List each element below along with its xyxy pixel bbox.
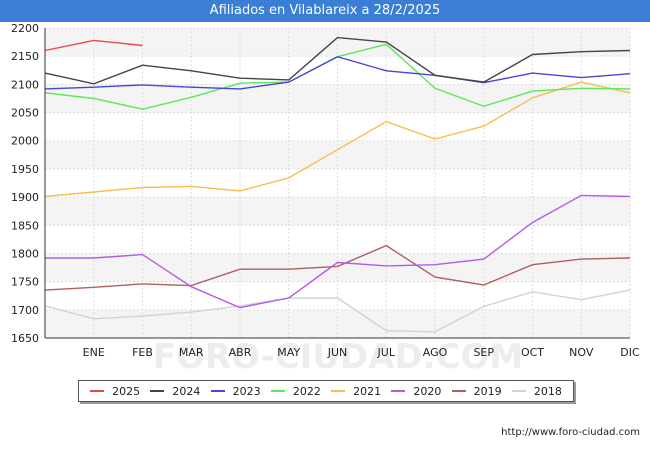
legend-item-2023: 2023 xyxy=(210,384,261,398)
y-tick-label: 2100 xyxy=(11,78,39,91)
x-tick-labels: ENE FEB MAR ABR MAY JUN JUL AGO SEP OCT NOV DIC xyxy=(83,346,640,359)
x-tick-label: MAR xyxy=(179,346,204,359)
x-tick-label: MAY xyxy=(277,346,300,359)
legend-item-2025: 2025 xyxy=(90,385,140,398)
legend-item-2024: 2024 xyxy=(150,385,200,398)
legend-label: 2023 xyxy=(232,384,261,398)
series-line-2025 xyxy=(44,39,143,52)
legend-swatch xyxy=(331,390,346,392)
y-tick-label: 1750 xyxy=(11,276,39,289)
legend-swatch xyxy=(150,390,165,392)
legend-item-2021: 2021 xyxy=(331,385,381,398)
legend-item-2018: 2018 xyxy=(511,384,562,398)
y-tick-labels: 1650 1700 1750 1800 1850 1900 1950 2000 2050 2100… xyxy=(11,22,39,345)
watermark: FORO-CIUDAD.COM xyxy=(153,337,524,377)
y-tick-label: 1900 xyxy=(11,191,39,204)
legend-swatch xyxy=(210,390,225,392)
y-tick-label: 1800 xyxy=(11,247,39,260)
y-tick-label: 2150 xyxy=(11,50,39,63)
legend-item-2022: 2022 xyxy=(270,384,321,398)
y-tick-label: 1700 xyxy=(11,304,39,317)
y-tick-label: 1650 xyxy=(11,332,39,345)
x-tick-label: FEB xyxy=(132,346,153,359)
y-tick-label: 2000 xyxy=(11,135,39,148)
series-line-2018 xyxy=(44,289,631,333)
x-tick-label: DIC xyxy=(620,346,640,359)
legend-label: 2025 xyxy=(112,384,141,398)
source-url: http://www.foro-ciudad.com xyxy=(501,427,640,438)
series-line-2024 xyxy=(44,36,631,85)
legend-swatch xyxy=(391,390,406,392)
x-tick-label: AGO xyxy=(423,346,448,359)
series-line-2020 xyxy=(45,194,631,309)
y-tick-label: 2050 xyxy=(11,107,39,120)
x-tick-label: SEP xyxy=(473,346,494,359)
series-line-2023 xyxy=(44,55,631,90)
legend-swatch xyxy=(270,390,285,392)
legend-label: 2020 xyxy=(413,384,442,398)
x-tick-label: OCT xyxy=(521,346,544,359)
y-tick-label: 1950 xyxy=(11,163,39,176)
y-tick-label: 1850 xyxy=(11,219,39,232)
x-tick-label: ABR xyxy=(229,346,252,359)
series-line-2019 xyxy=(44,244,631,291)
legend-item-2019: 2019 xyxy=(451,384,502,398)
legend-label: 2021 xyxy=(353,384,382,398)
series-line-2021 xyxy=(44,81,631,198)
legend-item-2020: 2020 xyxy=(391,385,441,398)
legend-swatch xyxy=(511,390,526,392)
legend-label: 2019 xyxy=(473,384,502,398)
legend-label: 2018 xyxy=(533,384,562,398)
axes xyxy=(44,28,630,339)
x-tick-label: ENE xyxy=(83,346,105,359)
chart-title: Afiliados en Vilablareix a 28/2/2025 xyxy=(0,0,650,22)
x-tick-label: JUL xyxy=(377,346,396,359)
legend-swatch xyxy=(90,390,105,392)
legend-label: 2022 xyxy=(292,384,321,398)
series-lines xyxy=(44,36,631,333)
legend-swatch xyxy=(451,390,466,392)
x-tick-label: JUN xyxy=(327,346,348,359)
x-tick-label: NOV xyxy=(569,346,594,359)
legend: 2025 2024 2023 2022 2021 2020 2019 2018 xyxy=(78,380,574,402)
y-tick-label: 2200 xyxy=(11,22,39,35)
legend-label: 2024 xyxy=(172,384,201,398)
